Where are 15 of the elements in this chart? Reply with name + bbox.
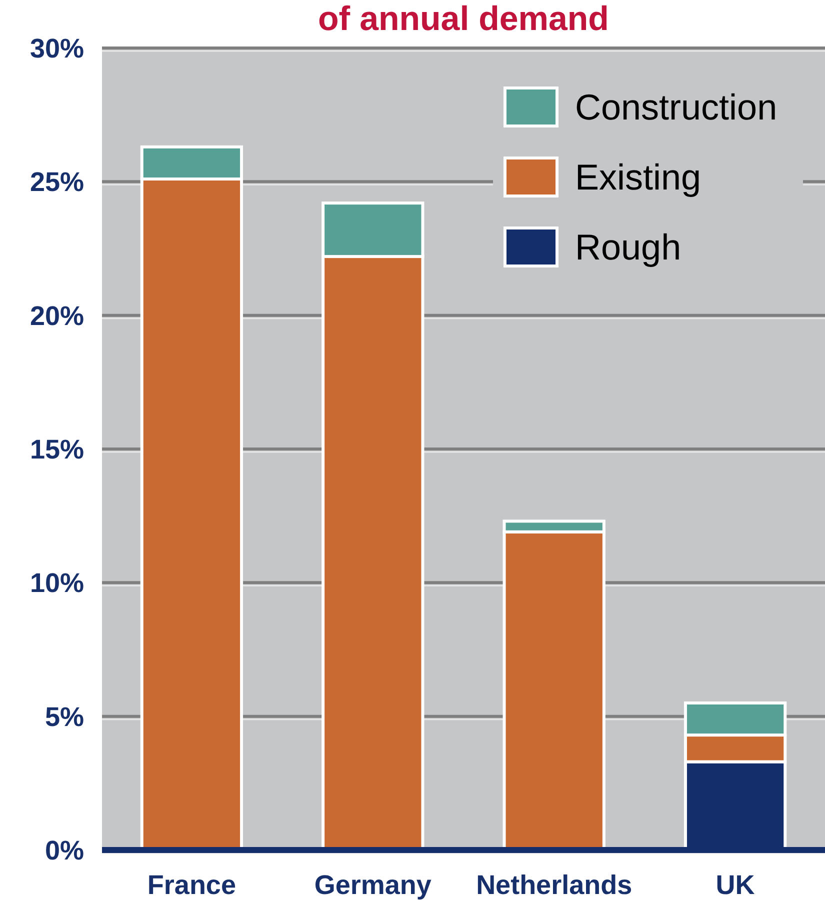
legend-label: Rough	[575, 226, 682, 268]
legend-label: Existing	[575, 156, 702, 198]
x-tick-label: Netherlands	[476, 870, 632, 900]
x-tick-label: Germany	[314, 870, 432, 900]
y-tick-label: 15%	[30, 434, 84, 464]
y-tick-label: 20%	[30, 300, 84, 331]
x-tick-label: France	[147, 870, 236, 900]
y-tick-label: 10%	[30, 568, 84, 598]
chart-title: of annual demand	[318, 0, 609, 38]
y-tick-label: 0%	[44, 835, 84, 866]
y-tick-label: 5%	[44, 702, 84, 732]
y-tick-label: 25%	[30, 167, 84, 198]
legend-label: Construction	[575, 86, 778, 128]
y-tick-label: 30%	[30, 33, 84, 64]
x-tick-label: UK	[716, 870, 756, 900]
